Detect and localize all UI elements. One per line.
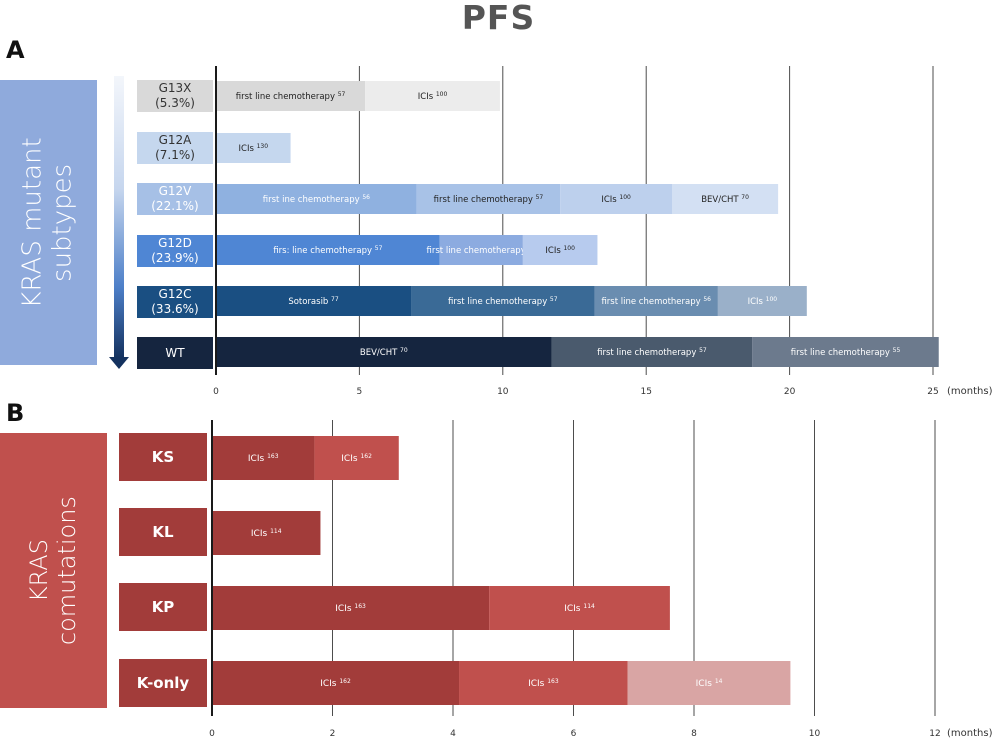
bar-segment-kp xyxy=(489,586,670,630)
bar-segment-g12c xyxy=(411,286,595,316)
bar-segment-g12c xyxy=(216,286,412,316)
bar-segment-kl xyxy=(212,511,321,555)
panel-b-tick-label: 12 xyxy=(929,729,940,739)
panel-a-tick-label: 25 xyxy=(927,387,938,397)
bar-segment-label: ICIs 100 xyxy=(601,194,631,205)
bar-segment-wt xyxy=(752,337,939,367)
category-name: G12V xyxy=(158,184,192,198)
panel-a-tick-label: 20 xyxy=(784,387,796,397)
bar-segment-g12c xyxy=(594,286,718,316)
bar-segment-label: first line chemotherapy 56 xyxy=(601,296,711,307)
bar-segment-g12v xyxy=(416,184,561,214)
category-name: G13X xyxy=(158,81,192,95)
panel-a-tick-label: 15 xyxy=(640,387,651,397)
panel-a-letter: A xyxy=(6,36,25,64)
bar-segment-label: ICIs 130 xyxy=(239,143,269,154)
bar-segment-ks xyxy=(212,436,315,480)
category-box-g12a: G12A (7.1%) xyxy=(137,132,213,164)
bar-segment-g12c xyxy=(717,286,807,316)
bar-segment-label: ICIs 100 xyxy=(748,296,778,307)
panel-a-group-label: KRAS mutant subtypes xyxy=(0,80,97,365)
bar-segment-g12v xyxy=(216,184,417,214)
bar-segment-label: first line chemotherapy 57 xyxy=(448,296,558,307)
bar-segment-label: ICIs 162 xyxy=(341,453,372,464)
category-name: K-only xyxy=(136,674,190,692)
panel-a-tick-label: 10 xyxy=(497,387,509,397)
bar-segment-label: ICIs 163 xyxy=(528,678,559,689)
gradient-arrow-head-icon xyxy=(109,357,129,369)
bar-segment-label: first line chemotherapy 57 xyxy=(236,91,346,102)
category-name: KP xyxy=(151,598,175,616)
bar-segment-label: ICIs 114 xyxy=(564,603,595,614)
bar-segment-g12v xyxy=(560,184,673,214)
chart-title: PFS xyxy=(461,0,536,37)
bar-segment-wt xyxy=(551,337,753,367)
bar-segment-label: ICIs 100 xyxy=(418,91,448,102)
bar-segment-g13x xyxy=(365,81,500,111)
panel-b-unit-label: (months) xyxy=(947,728,993,739)
bar-segment-label: firs: line chemotherapy 57 xyxy=(273,245,382,256)
bar-segment-label: ICIs 14 xyxy=(696,678,723,689)
category-name: G12D xyxy=(158,236,192,250)
bar-segment-label: Sotorasib 77 xyxy=(288,296,339,307)
bar-segment-kp xyxy=(212,586,490,630)
category-pct: (33.6%) xyxy=(151,302,199,316)
category-name: KS xyxy=(151,448,175,466)
category-pct: (5.3%) xyxy=(155,96,195,110)
bar-segment-g12d xyxy=(216,235,440,265)
category-box-wt: WT xyxy=(137,337,213,369)
category-box-kp: KP xyxy=(119,583,207,631)
bar-segment-label: first ine chemotherapy 56 xyxy=(263,194,370,205)
category-name: KL xyxy=(152,523,174,541)
bar-segment-g12d xyxy=(522,235,598,265)
category-pct: (23.9%) xyxy=(151,251,199,265)
bar-segment-label: ICIs 163 xyxy=(335,603,366,614)
bar-segment-label: ICIs 100 xyxy=(545,245,575,256)
gradient-arrow-shaft xyxy=(114,76,124,358)
bar-segment-label: first line chemotherapy 57 xyxy=(597,347,707,358)
panel-a-tick-label: 5 xyxy=(357,387,363,397)
bar-segment-label: first line chemotherapy 56 xyxy=(427,245,537,256)
bar-segment-k-only xyxy=(627,661,791,705)
panel-b-letter: B xyxy=(6,399,25,427)
category-box-kl: KL xyxy=(119,508,207,556)
panel-a-unit-label: (months) xyxy=(947,386,993,397)
bar-segment-label: BEV/CHT 70 xyxy=(360,347,408,358)
bar-segment-k-only xyxy=(459,661,628,705)
category-box-g12d: G12D (23.9%) xyxy=(137,235,213,267)
category-pct: (7.1%) xyxy=(155,148,195,162)
category-box-g13x: G13X (5.3%) xyxy=(137,80,213,112)
category-box-ks: KS xyxy=(119,433,207,481)
category-box-k-only: K-only xyxy=(119,659,207,707)
category-name: G12A xyxy=(158,133,192,147)
category-pct: (22.1%) xyxy=(151,199,199,213)
panel-b-tick-label: 2 xyxy=(330,729,336,739)
category-name: WT xyxy=(165,345,185,360)
bar-segment-ks xyxy=(314,436,399,480)
panel-b-tick-label: 4 xyxy=(450,729,456,739)
category-name: G12C xyxy=(158,287,192,301)
bar-segment-k-only xyxy=(212,661,460,705)
bar-segment-label: ICIs 162 xyxy=(320,678,351,689)
bar-segment-g12a xyxy=(216,133,291,163)
panel-b-tick-label: 8 xyxy=(691,729,697,739)
bar-segment-wt xyxy=(216,337,552,367)
bar-segment-label: first line chemotherapy 57 xyxy=(434,194,544,205)
panel-b-tick-label: 10 xyxy=(809,729,821,739)
panel-b-group-label: KRAS comutations xyxy=(0,433,107,708)
bar-segment-label: ICIs 163 xyxy=(248,453,279,464)
category-box-g12c: G12C (33.6%) xyxy=(137,286,213,318)
bar-segment-g12v xyxy=(672,184,779,214)
panel-b-tick-label: 6 xyxy=(571,729,577,739)
category-box-g12v: G12V (22.1%) xyxy=(137,183,213,215)
bar-segment-label: ICIs 114 xyxy=(251,528,282,539)
bar-segment-g13x xyxy=(216,81,366,111)
bar-segment-g12d xyxy=(439,235,523,265)
panel-b-tick-label: 0 xyxy=(209,729,215,739)
bar-segment-label: BEV/CHT 70 xyxy=(701,194,749,205)
bar-segment-label: first line chemotherapy 55 xyxy=(791,347,901,358)
panel-a-tick-label: 0 xyxy=(213,387,219,397)
